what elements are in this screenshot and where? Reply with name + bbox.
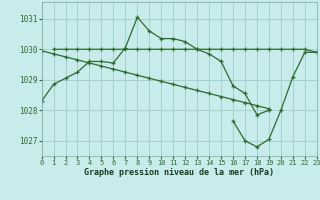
X-axis label: Graphe pression niveau de la mer (hPa): Graphe pression niveau de la mer (hPa): [84, 168, 274, 177]
